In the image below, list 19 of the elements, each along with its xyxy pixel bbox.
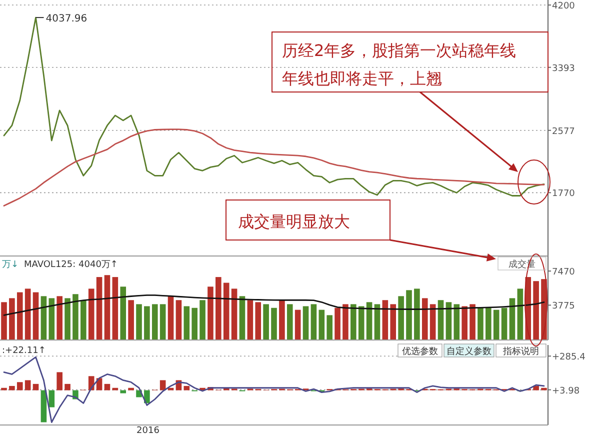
annotation: 万↓ (2, 260, 19, 270)
y-tick-label: 3775 (552, 302, 575, 312)
annotation: MAVOL125: 4040万↑ (24, 260, 118, 270)
annotation: 成交量明显放大 (238, 212, 350, 231)
annotation: 优选参数 (402, 346, 438, 357)
annotation: 4037.96 (46, 14, 88, 25)
y-tick-label: 4200 (552, 2, 576, 12)
annotation: 年线也即将走平，上翘 (282, 69, 442, 88)
annotation: 指标说明 (502, 346, 539, 357)
y-tick-label: +3.98 (552, 386, 580, 396)
annotation: 历经2年多，股指第一次站稳年线 (282, 41, 516, 60)
y-tick-label: 3393 (552, 64, 575, 74)
y-tick-label: 1770 (552, 189, 576, 200)
text: 2016 (136, 426, 160, 436)
y-tick-label: 2577 (552, 126, 575, 137)
annotation: :+22.11↑ (2, 346, 46, 356)
y-tick-label: +285.4 (552, 352, 586, 363)
annotation: 自定义参数 (446, 346, 492, 357)
y-tick-label: 7470 (552, 268, 576, 278)
